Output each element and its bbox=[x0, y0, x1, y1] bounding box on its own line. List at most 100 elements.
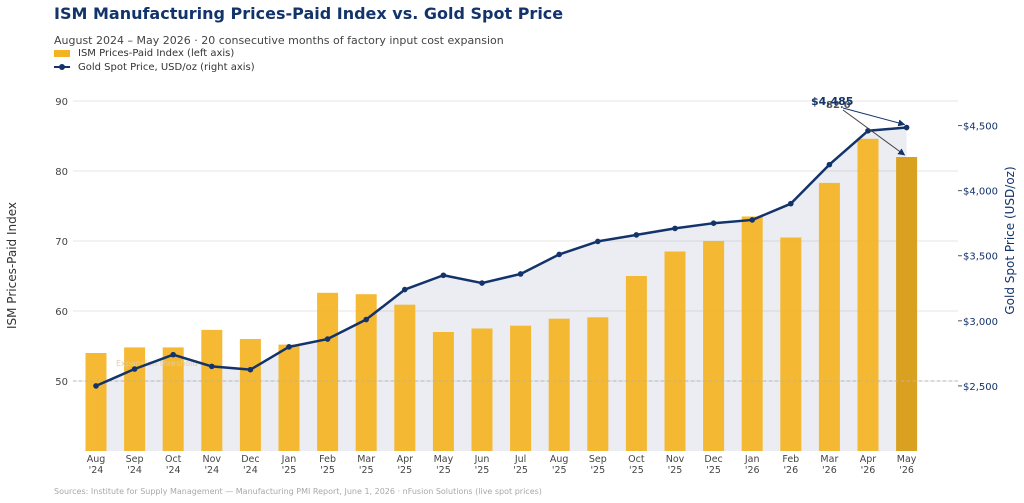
annotation-arrow-gold bbox=[842, 107, 906, 127]
x-tick-label-10: Jun '25 bbox=[474, 454, 490, 476]
x-tick-label-17: Jan '26 bbox=[744, 454, 760, 476]
annotation-label-ism: 82.0 bbox=[826, 100, 851, 111]
bar-20 bbox=[857, 138, 879, 452]
x-tick-label-3: Nov '24 bbox=[203, 454, 222, 476]
x-tick-month: May bbox=[897, 454, 917, 465]
x-tick-year: '25 bbox=[629, 465, 644, 476]
gold-point-6 bbox=[324, 336, 331, 342]
bar-5 bbox=[278, 344, 300, 451]
x-tick-month: Nov bbox=[203, 454, 222, 465]
bar-12 bbox=[548, 318, 570, 451]
x-tick-month: Dec bbox=[704, 454, 722, 465]
annotation-arrow-ism bbox=[842, 109, 906, 156]
x-tick-month: Mar bbox=[820, 454, 838, 465]
x-tick-year: '25 bbox=[552, 465, 567, 476]
x-tick-month: Jun bbox=[474, 454, 490, 465]
bar-8 bbox=[394, 304, 416, 451]
x-tick-year: '25 bbox=[282, 465, 297, 476]
x-tick-year: '24 bbox=[166, 465, 181, 476]
x-tick-month: Aug bbox=[87, 454, 106, 465]
gold-point-12 bbox=[556, 251, 562, 258]
gold-point-9 bbox=[440, 272, 447, 279]
x-tick-month: Apr bbox=[860, 454, 877, 465]
x-tick-year: '24 bbox=[204, 465, 219, 476]
gold-point-13 bbox=[595, 238, 601, 245]
left-axis-title: ISM Prices-Paid Index bbox=[5, 202, 19, 329]
bar-16 bbox=[703, 241, 725, 451]
x-tick-label-20: Apr '26 bbox=[860, 454, 877, 476]
bar-13 bbox=[587, 317, 609, 451]
legend-swatch-bar bbox=[54, 49, 70, 57]
gold-line bbox=[95, 126, 907, 388]
x-tick-label-21: May '26 bbox=[897, 454, 917, 476]
gold-point-18 bbox=[788, 200, 794, 207]
x-tick-label-19: Mar '26 bbox=[820, 454, 838, 476]
bar-2 bbox=[162, 347, 184, 451]
x-tick-label-6: Feb '25 bbox=[319, 454, 336, 476]
x-tick-label-1: Sep '24 bbox=[126, 454, 144, 476]
bar-10 bbox=[471, 328, 493, 451]
right-tick-label-3000: $3,000 bbox=[963, 317, 998, 328]
x-tick-month: May bbox=[434, 454, 454, 465]
gold-point-11 bbox=[517, 271, 524, 277]
gold-point-16 bbox=[710, 220, 717, 226]
x-tick-year: '25 bbox=[590, 465, 605, 476]
x-tick-month: Nov bbox=[666, 454, 685, 465]
left-tick-label-70: 70 bbox=[55, 237, 68, 248]
x-tick-month: Sep bbox=[126, 454, 144, 465]
x-tick-label-11: Jul '25 bbox=[513, 454, 528, 476]
x-tick-label-18: Feb '26 bbox=[782, 454, 799, 476]
x-tick-month: Sep bbox=[589, 454, 607, 465]
x-tick-label-12: Aug '25 bbox=[550, 454, 569, 476]
legend-swatch-line bbox=[54, 64, 70, 70]
x-tick-month: Oct bbox=[165, 454, 182, 465]
x-tick-year: '25 bbox=[513, 465, 528, 476]
x-tick-month: Dec bbox=[241, 454, 259, 465]
x-tick-month: Jul bbox=[514, 454, 526, 465]
bar-9 bbox=[432, 332, 454, 451]
gold-point-8 bbox=[402, 286, 408, 293]
gold-point-15 bbox=[672, 225, 678, 232]
x-tick-month: Feb bbox=[319, 454, 336, 465]
bar-3 bbox=[201, 329, 223, 451]
bar-11 bbox=[510, 325, 532, 451]
gold-point-5 bbox=[286, 344, 292, 350]
x-tick-year: '25 bbox=[359, 465, 374, 476]
x-tick-label-2: Oct '24 bbox=[165, 454, 182, 476]
left-tick-label-90: 90 bbox=[55, 97, 68, 108]
x-tick-month: Mar bbox=[357, 454, 375, 465]
bar-18 bbox=[780, 237, 802, 451]
bar-6 bbox=[317, 292, 339, 451]
x-tick-year: '24 bbox=[243, 465, 258, 476]
legend: ISM Prices-Paid Index (left axis) Gold S… bbox=[54, 46, 255, 74]
bar-21 bbox=[896, 157, 918, 451]
gold-point-0 bbox=[93, 383, 99, 389]
x-tick-year: '26 bbox=[822, 465, 837, 476]
bar-19 bbox=[818, 182, 840, 451]
left-tick-label-60: 60 bbox=[55, 307, 68, 318]
x-tick-label-14: Oct '25 bbox=[628, 454, 645, 476]
right-tick-label-4500: $4,500 bbox=[963, 122, 998, 133]
gold-point-1 bbox=[131, 366, 138, 372]
legend-item-ism: ISM Prices-Paid Index (left axis) bbox=[54, 46, 255, 60]
x-tick-label-13: Sep '25 bbox=[589, 454, 607, 476]
x-tick-month: Jan bbox=[744, 454, 760, 465]
gold-point-4 bbox=[247, 366, 254, 373]
bar-4 bbox=[239, 339, 261, 451]
gold-point-19 bbox=[826, 161, 833, 168]
legend-label-gold: Gold Spot Price, USD/oz (right axis) bbox=[78, 61, 255, 73]
x-tick-year: '26 bbox=[783, 465, 798, 476]
left-tick-label-50: 50 bbox=[55, 377, 68, 388]
gold-point-3 bbox=[209, 363, 215, 370]
gold-point-17 bbox=[749, 217, 755, 223]
right-axis-title: Gold Spot Price (USD/oz) bbox=[1003, 166, 1017, 314]
bar-14 bbox=[625, 276, 647, 451]
x-tick-year: '25 bbox=[436, 465, 451, 476]
x-tick-month: Apr bbox=[397, 454, 414, 465]
reference-line-label: Expansion threshold bbox=[116, 359, 197, 368]
x-tick-year: '25 bbox=[320, 465, 335, 476]
x-tick-year: '25 bbox=[397, 465, 412, 476]
x-tick-year: '25 bbox=[475, 465, 490, 476]
right-tick-label-4000: $4,000 bbox=[963, 187, 998, 198]
x-tick-label-4: Dec '24 bbox=[241, 454, 259, 476]
